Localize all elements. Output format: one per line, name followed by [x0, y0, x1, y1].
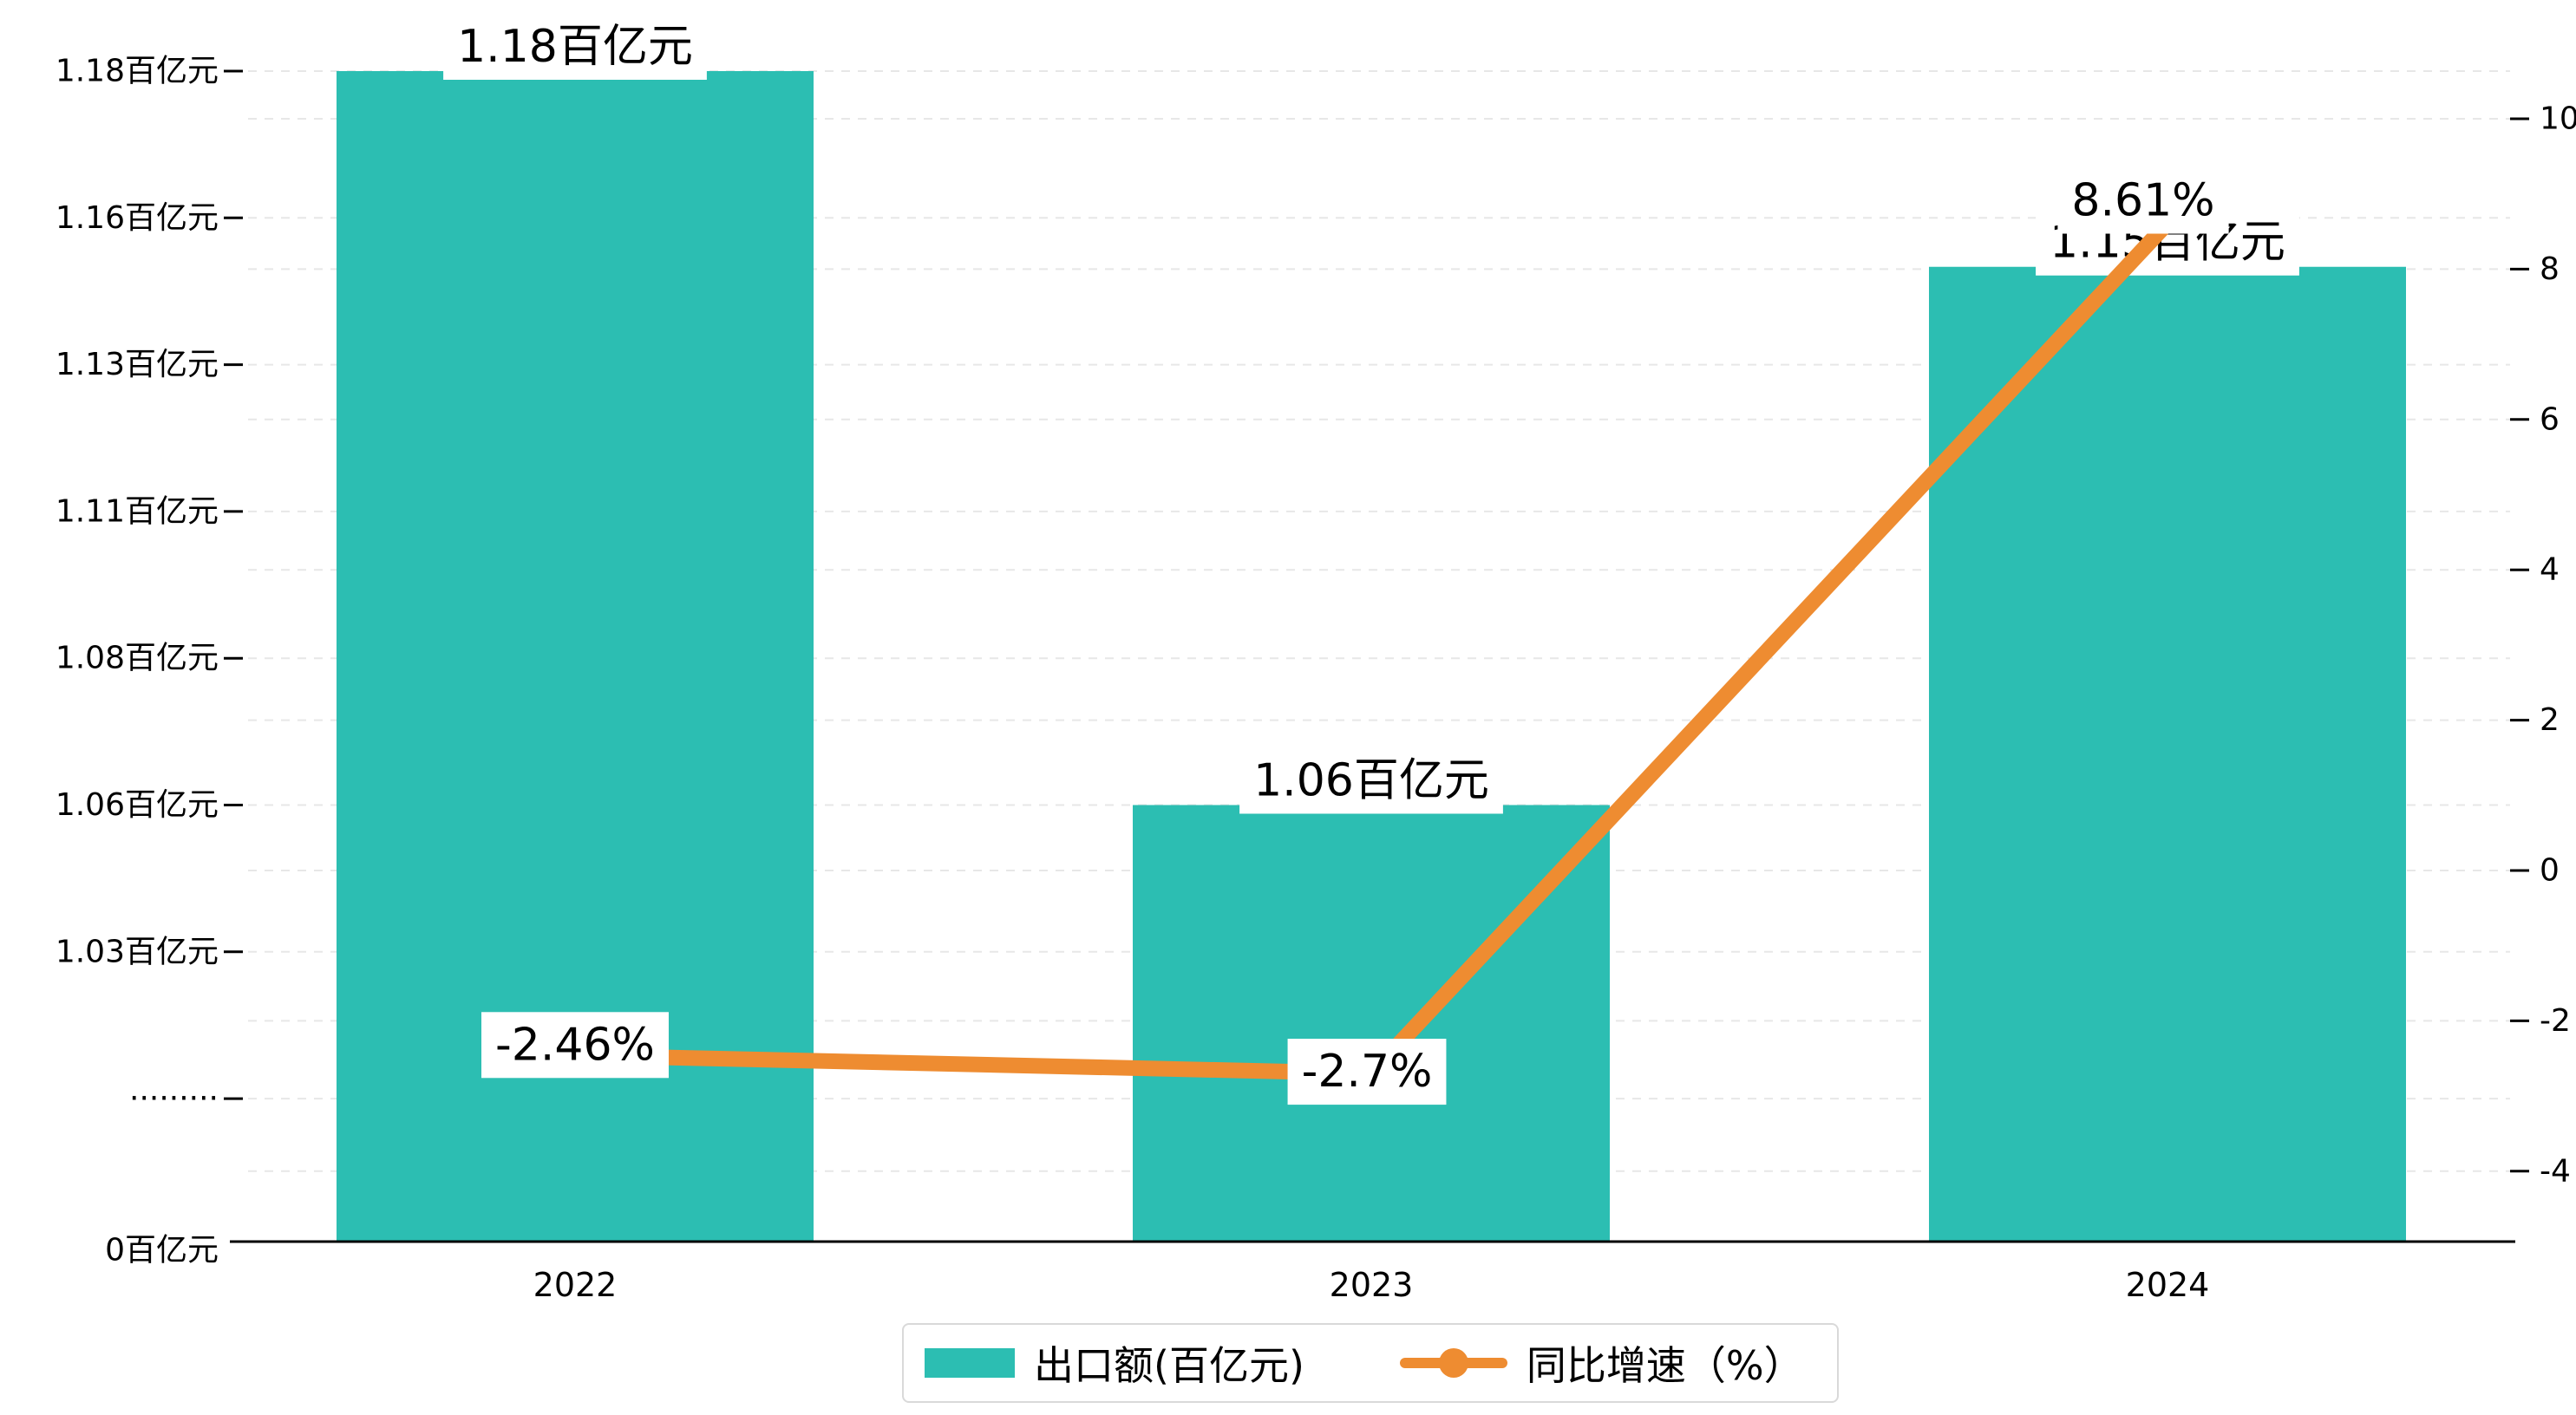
right-tick-label: -2: [2540, 1003, 2571, 1039]
bar-2024: [1929, 266, 2406, 1242]
x-tick-label-2022: 2022: [533, 1266, 618, 1304]
right-tick-label: 0: [2540, 853, 2560, 889]
right-tick-label: 4: [2540, 552, 2560, 588]
x-tick-label-2023: 2023: [1330, 1266, 1414, 1304]
bar-2023: [1133, 805, 1610, 1242]
bar-value-label-2023-bg: [1239, 747, 1503, 814]
right-tick-label: 8: [2540, 251, 2560, 287]
left-tick-label: 1.03百亿元: [56, 934, 219, 969]
legend-line-marker-icon: [1399, 1348, 1507, 1378]
right-tick-label: 2: [2540, 702, 2560, 738]
x-tick-label-2024: 2024: [2126, 1266, 2210, 1304]
legend-line-label: 同比增速（%）: [1526, 1342, 1804, 1389]
left-tick-label: 1.16百亿元: [56, 200, 219, 236]
left-tick-label: 1.11百亿元: [56, 493, 219, 529]
line-value-label-2024-bg: [2057, 167, 2229, 234]
bar-value-label-2023: 1.06百亿元: [1253, 755, 1489, 807]
left-tick-label: 0百亿元: [105, 1233, 219, 1268]
left-tick-label: 1.13百亿元: [56, 347, 219, 382]
right-tick-label: 6: [2540, 401, 2560, 437]
line-value-label-2022-bg: [481, 1012, 669, 1079]
line-value-label-2022: -2.46%: [495, 1019, 655, 1071]
left-tick-label: 1.06百亿元: [56, 787, 219, 823]
left-tick-label: 1.08百亿元: [56, 641, 219, 676]
legend-bar-label: 出口额(百亿元): [1034, 1342, 1304, 1389]
right-tick-label: -4: [2540, 1153, 2571, 1189]
bar-value-label-2022-bg: [443, 14, 707, 80]
legend-line-dot-icon: [1438, 1348, 1468, 1378]
line-value-label-2023-bg: [1287, 1039, 1447, 1105]
line-value-label-2024: 8.61%: [2071, 175, 2214, 227]
left-tick-label: ·········: [129, 1081, 219, 1117]
left-tick-label: 1.18百亿元: [56, 54, 219, 89]
legend-bar-swatch-icon: [925, 1348, 1015, 1378]
chart-legend: 出口额(百亿元) 同比增速（%）: [902, 1323, 1839, 1403]
right-tick-label: 10: [2540, 101, 2576, 137]
line-value-label-2023: -2.7%: [1302, 1046, 1433, 1098]
bar-value-label-2022: 1.18百亿元: [457, 21, 693, 73]
